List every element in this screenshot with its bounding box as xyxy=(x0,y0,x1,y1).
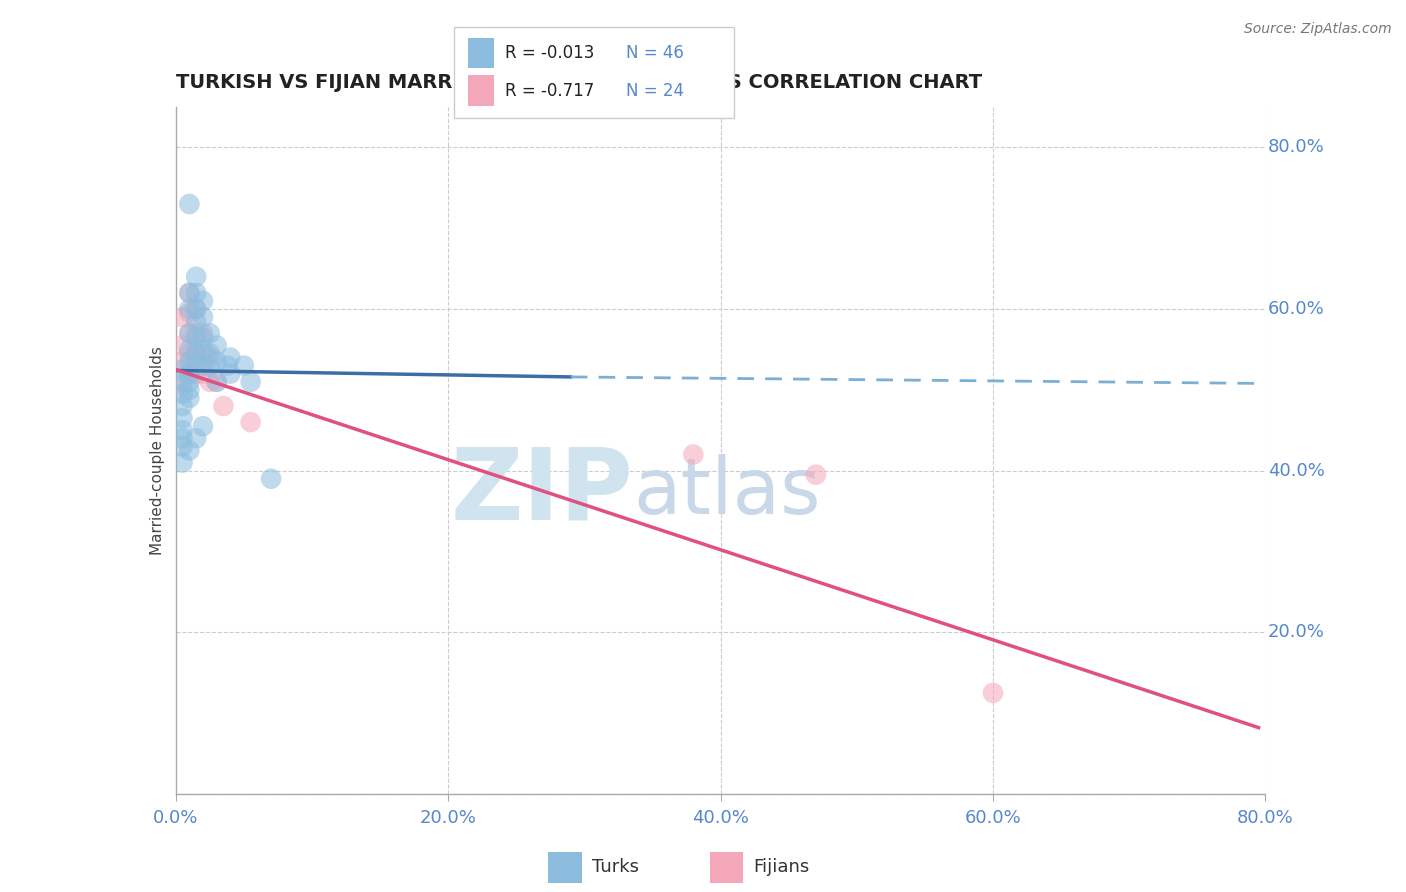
Point xyxy=(191,310,214,325)
Point xyxy=(172,362,194,376)
Point xyxy=(179,354,201,368)
Text: ZIP: ZIP xyxy=(450,443,633,541)
Point xyxy=(172,375,194,389)
Text: Fijians: Fijians xyxy=(754,858,810,877)
Point xyxy=(191,330,214,344)
Y-axis label: Married-couple Households: Married-couple Households xyxy=(149,346,165,555)
Point xyxy=(239,375,262,389)
Point xyxy=(186,314,208,328)
Point xyxy=(172,411,194,425)
Point xyxy=(186,367,208,381)
Point xyxy=(260,472,283,486)
Bar xyxy=(548,852,582,883)
Bar xyxy=(468,76,494,106)
Point xyxy=(179,383,201,397)
Point xyxy=(191,367,214,381)
Point xyxy=(179,285,201,300)
Point xyxy=(205,338,228,352)
Point xyxy=(172,456,194,470)
Point xyxy=(172,439,194,453)
Point xyxy=(186,301,208,316)
Bar xyxy=(710,852,744,883)
Point xyxy=(186,359,208,373)
Point xyxy=(172,399,194,413)
Bar xyxy=(468,37,494,69)
Point xyxy=(198,346,221,360)
Text: 80.0%: 80.0% xyxy=(1268,138,1324,156)
Point xyxy=(186,326,208,341)
Point xyxy=(179,443,201,458)
Point xyxy=(172,379,194,393)
Point xyxy=(179,306,201,320)
Point xyxy=(179,301,201,316)
Point xyxy=(172,431,194,445)
Point xyxy=(186,301,208,316)
Point xyxy=(179,391,201,405)
Point xyxy=(219,351,242,365)
Point xyxy=(172,310,194,325)
Point xyxy=(981,686,1004,700)
Text: N = 24: N = 24 xyxy=(626,82,683,100)
Point xyxy=(191,359,214,373)
Point xyxy=(179,367,201,381)
Text: 40.0%: 40.0% xyxy=(1268,462,1324,480)
Point xyxy=(191,343,214,357)
Text: atlas: atlas xyxy=(633,454,821,530)
Point xyxy=(186,269,208,284)
Point xyxy=(179,326,201,341)
Point xyxy=(217,359,239,373)
Point xyxy=(179,375,201,389)
Point xyxy=(186,346,208,360)
Point xyxy=(179,343,201,357)
Point xyxy=(198,375,221,389)
Point xyxy=(205,354,228,368)
Point xyxy=(191,419,214,434)
Point xyxy=(172,338,194,352)
Point xyxy=(186,346,208,360)
Point xyxy=(239,415,262,429)
Point xyxy=(172,423,194,437)
Point xyxy=(219,367,242,381)
Point xyxy=(179,197,201,211)
Point xyxy=(682,448,704,462)
Point xyxy=(179,285,201,300)
Point xyxy=(186,285,208,300)
Point xyxy=(179,346,201,360)
Point xyxy=(205,375,228,389)
Text: 20.0%: 20.0% xyxy=(1268,624,1324,641)
Point xyxy=(191,326,214,341)
Point xyxy=(804,467,827,482)
Text: Source: ZipAtlas.com: Source: ZipAtlas.com xyxy=(1244,22,1392,37)
Point xyxy=(191,346,214,360)
Point xyxy=(186,431,208,445)
Point xyxy=(198,359,221,373)
Point xyxy=(198,351,221,365)
Point xyxy=(191,293,214,308)
Text: R = -0.013: R = -0.013 xyxy=(505,44,593,62)
Point xyxy=(212,399,235,413)
Point xyxy=(172,387,194,401)
Text: TURKISH VS FIJIAN MARRIED-COUPLE HOUSEHOLDS CORRELATION CHART: TURKISH VS FIJIAN MARRIED-COUPLE HOUSEHO… xyxy=(176,72,981,92)
Point xyxy=(179,326,201,341)
Text: R = -0.717: R = -0.717 xyxy=(505,82,593,100)
Text: 60.0%: 60.0% xyxy=(1268,300,1324,318)
Point xyxy=(179,367,201,381)
Point xyxy=(205,375,228,389)
Text: Turks: Turks xyxy=(592,858,638,877)
Point xyxy=(198,326,221,341)
Point xyxy=(232,359,254,373)
Point xyxy=(172,354,194,368)
Text: N = 46: N = 46 xyxy=(626,44,683,62)
Point xyxy=(186,330,208,344)
